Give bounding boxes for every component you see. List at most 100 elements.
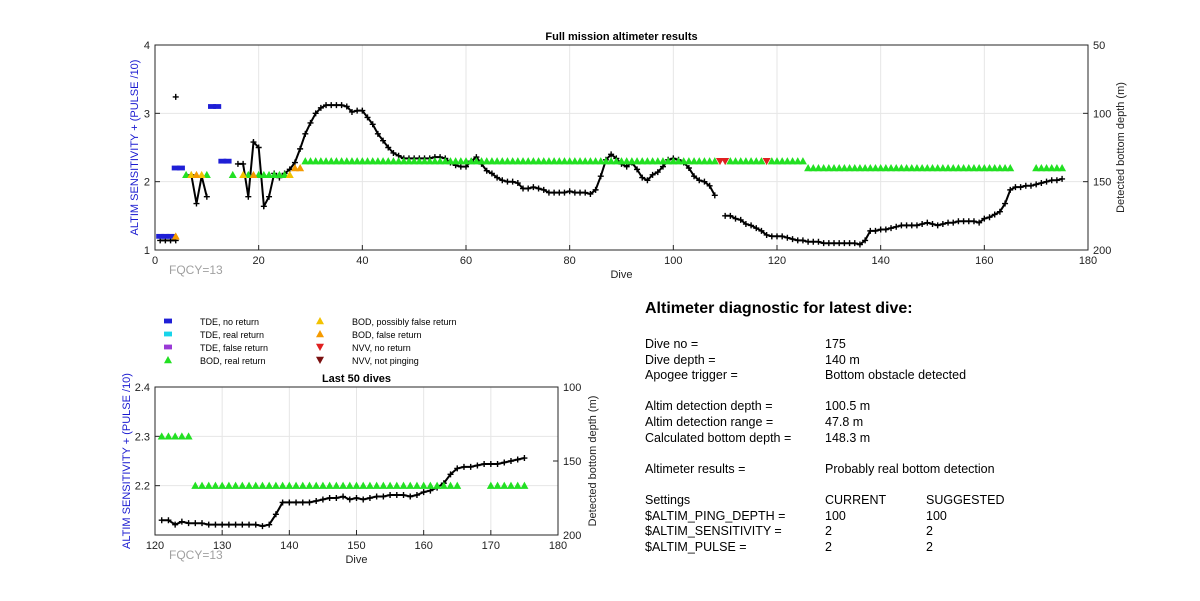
depth-point [240,160,247,167]
depth-point [279,499,286,506]
depth-point [856,241,863,248]
setting-label: $ALTIM_PULSE = [645,539,747,554]
depth-point [825,240,832,247]
depth-point [882,226,889,233]
altim-marker [271,481,280,489]
depth-point [722,212,729,219]
altim-marker [177,432,186,440]
altim-marker [296,164,305,172]
depth-point [250,139,257,146]
legend-marker [316,317,324,325]
altim-marker [513,481,522,489]
altim-marker [224,481,233,489]
altim-marker [741,157,750,165]
depth-point [340,493,347,500]
altim-marker [386,481,395,489]
depth-point [955,218,962,225]
altim-marker [508,157,517,165]
depth-point [359,107,366,114]
legend-marker [164,318,172,324]
x-tick-label: 80 [564,255,576,267]
altim-marker [347,157,356,165]
x-tick-label: 120 [146,540,164,552]
altim-marker [752,157,761,165]
altim-marker [298,481,307,489]
legend-label: BOD, possibly false return [352,317,457,327]
depth-point [903,222,910,229]
altim-marker [747,157,756,165]
altim-marker [881,164,890,172]
depth-point [373,493,380,500]
depth-point [877,226,884,233]
depth-point [727,212,734,219]
setting-label: $ALTIM_SENSITIVITY = [645,524,782,539]
y-tick-label-left: 2.2 [135,481,150,493]
depth-point [737,216,744,223]
altimeter-results-label: Altimeter results = [645,461,746,476]
depth-point [950,219,957,226]
altim-marker [238,481,247,489]
depth-point [380,137,387,144]
altim-marker [305,481,314,489]
depth-point [219,521,226,528]
depth-point [1059,175,1066,182]
altim-marker [430,157,439,165]
depth-point [851,240,858,247]
altim-marker [871,164,880,172]
depth-point [481,460,488,467]
depth-point [483,167,490,174]
depth-line [190,174,208,204]
depth-point [934,222,941,229]
depth-point [525,185,532,192]
altim-marker [897,164,906,172]
depth-point [306,499,313,506]
altim-marker [372,481,381,489]
depth-point [326,495,333,501]
y-tick-label-left: 2 [144,177,150,189]
x-tick-label: 60 [460,255,472,267]
depth-point [831,240,838,247]
x-tick-label: 140 [871,255,889,267]
altim-marker [586,157,595,165]
altim-marker [332,157,341,165]
altim-marker [412,481,421,489]
altim-marker [539,157,548,165]
altim-marker [669,157,678,165]
depth-point [820,240,827,247]
depth-point [178,518,185,525]
depth-point [272,511,279,518]
altim-marker [453,481,462,489]
settings-header-current: CURRENT [825,492,887,507]
depth-point [420,489,427,496]
depth-point [862,237,869,244]
depth-point [199,520,206,527]
legend-marker [316,356,324,364]
setting-current: 2 [825,539,832,554]
legend-label: BOD, real return [200,356,266,366]
depth-point [732,215,739,222]
x-tick-label: 160 [975,255,993,267]
depth-point [1022,182,1029,189]
altim-marker [513,157,522,165]
altim-marker [985,164,994,172]
depth-point [867,227,874,234]
depth-point [255,144,262,151]
depth-point [970,218,977,225]
altim-marker [420,157,429,165]
depth-point [360,496,367,503]
depth-point [520,185,527,192]
depth-point [810,238,817,245]
altim-marker [208,104,217,109]
depth-point [353,495,360,501]
depth-point [521,455,528,462]
altim-marker [446,157,455,165]
depth-point [888,225,895,232]
depth-point [1053,177,1060,184]
depth-point [654,169,661,176]
altim-marker [736,157,745,165]
altim-marker [392,481,401,489]
altim-marker [1047,164,1056,172]
setting-row-sensitivity: $ALTIM_SENSITIVITY = 2 2 [645,524,1165,540]
depth-point [996,208,1003,215]
depth-point [789,236,796,243]
